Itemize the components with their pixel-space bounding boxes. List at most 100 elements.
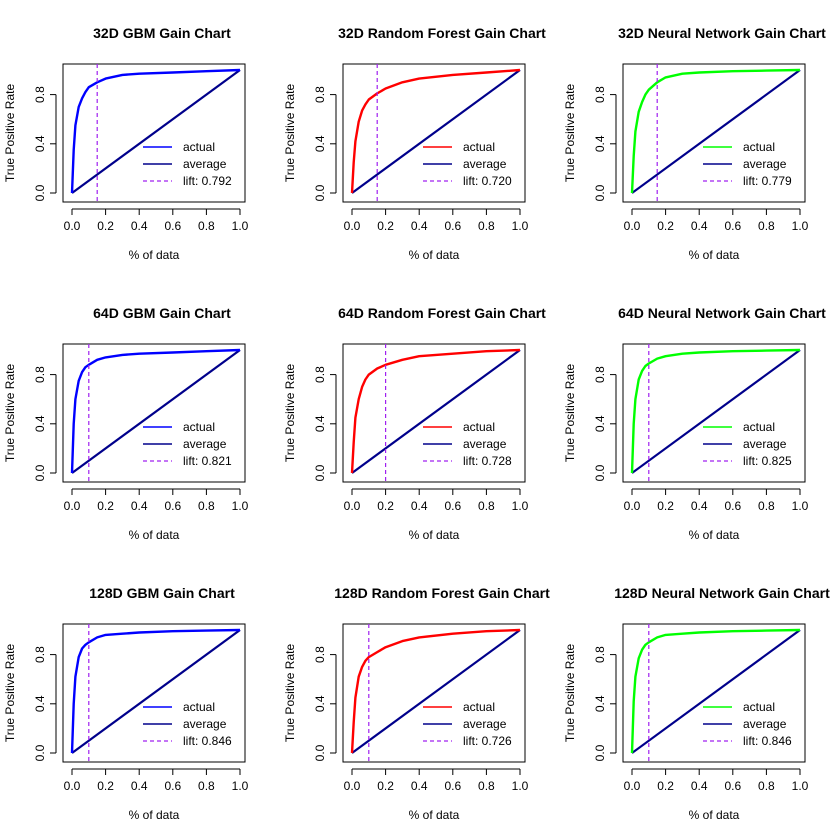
plot-frame xyxy=(622,343,806,483)
x-tick-label: 0.0 xyxy=(344,779,361,793)
actual-gain-curve xyxy=(70,68,241,194)
chart-title: 64D Random Forest Gain Chart xyxy=(338,305,546,321)
legend-label: lift: 0.846 xyxy=(183,734,232,748)
legend-label: lift: 0.779 xyxy=(743,174,792,188)
y-axis-label: True Positive Rate xyxy=(283,364,297,463)
x-tick-label: 0.6 xyxy=(724,219,741,233)
legend-label: lift: 0.821 xyxy=(183,454,232,468)
x-tick-label: 0.8 xyxy=(758,499,775,513)
legend-label: average xyxy=(463,157,507,171)
average-line xyxy=(631,69,801,194)
average-line xyxy=(351,349,521,474)
x-tick-label: 0.8 xyxy=(478,499,495,513)
x-tick-label: 0.8 xyxy=(478,219,495,233)
average-line xyxy=(631,629,801,754)
actual-gain-curve xyxy=(350,628,521,754)
gain-chart-panel-4: 64D GBM Gain Chart 0.0 0.2 0.4 0.6 0.8 1.0 % of… xyxy=(3,305,249,542)
y-tick-label: 0.4 xyxy=(313,695,327,712)
y-tick-label: 0.4 xyxy=(33,695,47,712)
x-axis-label: % of data xyxy=(129,528,180,542)
x-tick-label: 0.2 xyxy=(377,779,394,793)
y-tick-label: 0.0 xyxy=(593,744,607,761)
actual-gain-curve xyxy=(70,628,241,754)
gain-chart-panel-7: 128D GBM Gain Chart 0.0 0.2 0.4 0.6 0.8 1.0 % o… xyxy=(3,585,249,822)
x-tick-label: 0.2 xyxy=(377,219,394,233)
x-axis-label: % of data xyxy=(129,248,180,262)
x-tick-label: 0.4 xyxy=(131,499,148,513)
plot-frame xyxy=(342,343,526,483)
chart-title: 128D Neural Network Gain Chart xyxy=(614,585,830,601)
x-tick-label: 0.8 xyxy=(478,779,495,793)
gain-chart-panel-3: 32D Neural Network Gain Chart 0.0 0.2 0.4 0.… xyxy=(563,25,826,262)
y-axis-label: True Positive Rate xyxy=(3,644,17,743)
x-tick-label: 0.4 xyxy=(131,219,148,233)
y-tick-label: 0.4 xyxy=(313,135,327,152)
gain-chart-panel-6: 64D Neural Network Gain Chart 0.0 0.2 0.4 0.… xyxy=(563,305,826,542)
y-axis-label: True Positive Rate xyxy=(283,644,297,743)
x-tick-label: 0.0 xyxy=(624,779,641,793)
x-tick-label: 0.4 xyxy=(691,779,708,793)
x-tick-label: 0.6 xyxy=(164,779,181,793)
x-tick-label: 0.0 xyxy=(64,779,81,793)
x-tick-label: 0.0 xyxy=(64,219,81,233)
x-tick-label: 0.8 xyxy=(758,779,775,793)
y-tick-label: 0.8 xyxy=(33,646,47,663)
plot-frame xyxy=(622,63,806,203)
x-tick-label: 0.6 xyxy=(444,499,461,513)
y-tick-label: 0.0 xyxy=(593,184,607,201)
x-tick-label: 1.0 xyxy=(232,499,249,513)
x-tick-label: 0.8 xyxy=(758,219,775,233)
legend-label: lift: 0.728 xyxy=(463,454,512,468)
plot-frame xyxy=(62,343,246,483)
actual-gain-curve xyxy=(630,348,801,474)
x-tick-label: 0.0 xyxy=(624,219,641,233)
y-tick-label: 0.8 xyxy=(313,366,327,383)
x-tick-label: 1.0 xyxy=(512,219,529,233)
actual-gain-curve xyxy=(630,628,801,754)
y-axis-label: True Positive Rate xyxy=(563,644,577,743)
legend-label: average xyxy=(183,437,227,451)
x-tick-label: 0.4 xyxy=(411,499,428,513)
legend-label: actual xyxy=(463,140,495,154)
x-tick-label: 0.4 xyxy=(411,219,428,233)
average-line xyxy=(631,349,801,474)
x-tick-label: 0.0 xyxy=(344,219,361,233)
y-tick-label: 0.0 xyxy=(33,744,47,761)
x-tick-label: 0.8 xyxy=(198,499,215,513)
x-axis-label: % of data xyxy=(409,248,460,262)
x-axis-label: % of data xyxy=(409,808,460,822)
y-axis-label: True Positive Rate xyxy=(563,84,577,183)
x-tick-label: 0.6 xyxy=(164,499,181,513)
chart-title: 128D GBM Gain Chart xyxy=(89,585,235,601)
legend-label: lift: 0.846 xyxy=(743,734,792,748)
average-line xyxy=(351,629,521,754)
average-line xyxy=(71,629,241,754)
gain-chart-panel-2: 32D Random Forest Gain Chart 0.0 0.2 0.4 0.6… xyxy=(283,25,546,262)
y-tick-label: 0.8 xyxy=(33,366,47,383)
legend-label: average xyxy=(183,717,227,731)
y-tick-label: 0.4 xyxy=(33,135,47,152)
x-tick-label: 0.6 xyxy=(724,499,741,513)
x-axis-label: % of data xyxy=(129,808,180,822)
gain-chart-panel-8: 128D Random Forest Gain Chart 0.0 0.2 0.4 0.… xyxy=(283,585,550,822)
legend-label: actual xyxy=(463,700,495,714)
y-tick-label: 0.0 xyxy=(33,184,47,201)
plot-frame xyxy=(342,63,526,203)
x-tick-label: 1.0 xyxy=(512,499,529,513)
y-tick-label: 0.8 xyxy=(593,646,607,663)
gain-chart-panel-1: 32D GBM Gain Chart 0.0 0.2 0.4 0.6 0.8 1.0 % of… xyxy=(3,25,249,262)
x-tick-label: 0.2 xyxy=(657,499,674,513)
legend-label: average xyxy=(743,157,787,171)
x-tick-label: 0.2 xyxy=(657,219,674,233)
y-axis-label: True Positive Rate xyxy=(3,84,17,183)
y-tick-label: 0.0 xyxy=(313,744,327,761)
legend-label: lift: 0.720 xyxy=(463,174,512,188)
x-tick-label: 0.6 xyxy=(444,219,461,233)
x-axis-label: % of data xyxy=(689,248,740,262)
legend-label: average xyxy=(183,157,227,171)
x-tick-label: 0.4 xyxy=(691,499,708,513)
average-line xyxy=(351,69,521,194)
x-tick-label: 0.6 xyxy=(444,779,461,793)
x-tick-label: 1.0 xyxy=(232,219,249,233)
